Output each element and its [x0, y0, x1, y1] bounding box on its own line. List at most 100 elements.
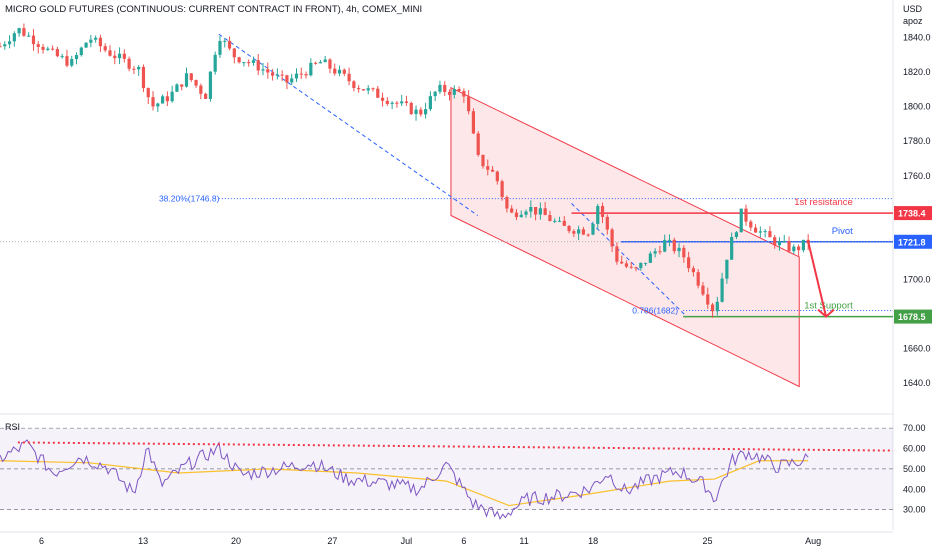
candle-body — [89, 39, 93, 43]
candle-body — [208, 71, 213, 99]
candle-body — [290, 78, 294, 83]
candle-body — [84, 42, 88, 48]
candle-body — [357, 87, 361, 90]
candle-body — [189, 73, 193, 80]
candle-body — [55, 49, 59, 57]
time-tick-label: 11 — [519, 536, 528, 546]
candle-body — [333, 68, 337, 74]
candle-body — [457, 89, 461, 92]
candle-body — [739, 208, 743, 233]
candle-body — [533, 206, 538, 215]
candle-body — [108, 50, 112, 56]
candle-body — [495, 171, 499, 182]
candle-body — [710, 304, 715, 312]
price-tick-label: 1640.0 — [903, 378, 931, 388]
candle-body — [648, 253, 652, 263]
candle-body — [223, 40, 227, 42]
candle-body — [132, 68, 136, 70]
candle-body — [314, 62, 318, 64]
candle-body — [572, 231, 576, 234]
candle-body — [371, 88, 375, 90]
candle-body — [782, 241, 786, 243]
candle-body — [763, 231, 767, 233]
candle-body — [687, 257, 691, 269]
candle-body — [643, 262, 648, 264]
candle-body — [524, 211, 528, 215]
candle-body — [165, 96, 169, 102]
resistance-price-tag — [894, 206, 932, 221]
candle-body — [797, 246, 801, 251]
candle-body — [199, 85, 203, 94]
rsi-tick-label: 40.00 — [903, 484, 926, 494]
candle-body — [605, 216, 609, 230]
resistance-price-tag-label: 1738.4 — [898, 209, 926, 219]
candle-body — [242, 62, 246, 64]
candle-body — [672, 239, 676, 252]
candle-body — [758, 231, 762, 233]
candle-body — [428, 96, 432, 110]
fib-level-label: 38.20%(1746.8) — [159, 194, 220, 204]
rsi-ma-line — [0, 460, 809, 507]
candle-body — [294, 73, 299, 79]
candle-body — [65, 56, 69, 66]
projection-arrow-head — [817, 308, 835, 318]
time-tick-label: Jul — [401, 536, 413, 546]
rsi-tick-label: 60.00 — [903, 444, 926, 454]
time-tick-label: 13 — [138, 536, 148, 546]
candle-body — [505, 197, 509, 209]
candle-body — [137, 66, 141, 70]
candle-body — [443, 84, 447, 93]
candle-body — [218, 41, 222, 55]
candle-body — [562, 220, 566, 226]
candle-body — [706, 294, 710, 305]
currency-label: USD — [903, 4, 923, 14]
candle-body — [768, 231, 772, 238]
price-tick-label: 1700.0 — [903, 274, 931, 284]
candle-body — [567, 225, 571, 232]
candle-body — [380, 97, 385, 101]
candle-body — [103, 46, 107, 51]
candle-body — [180, 84, 184, 87]
candle-body — [734, 232, 739, 238]
candle-body — [247, 62, 251, 64]
resistance-label: 1st resistance — [794, 197, 853, 208]
candle-body — [385, 100, 389, 104]
candle-body — [390, 102, 394, 104]
candle-body — [70, 59, 74, 66]
candle-body — [27, 35, 31, 37]
candle-body — [376, 88, 380, 98]
candle-body — [232, 48, 236, 58]
pivot-price-tag — [894, 234, 932, 249]
descending-channel — [450, 86, 800, 388]
candle-body — [548, 215, 552, 221]
candle-body — [577, 229, 581, 234]
rsi-tick-label: 30.00 — [903, 505, 926, 515]
candle-body — [596, 206, 600, 224]
candle-body — [395, 102, 399, 104]
candle-body — [328, 59, 332, 69]
candle-body — [720, 278, 724, 302]
candle-body — [275, 74, 279, 76]
candle-body — [490, 169, 495, 172]
candle-body — [127, 58, 131, 69]
candle-body — [471, 111, 476, 134]
candle-body — [658, 251, 662, 253]
candle-body — [538, 208, 542, 215]
candle-body — [682, 247, 686, 258]
time-tick-label: 6 — [461, 536, 466, 546]
candle-body — [514, 212, 519, 218]
candle-body — [467, 96, 471, 112]
candle-body — [519, 214, 523, 218]
candle-body — [170, 91, 174, 102]
candle-body — [160, 96, 165, 104]
candle-body — [51, 48, 55, 50]
candle-body — [591, 223, 595, 235]
candle-body — [304, 74, 308, 76]
candle-body — [36, 44, 40, 47]
candle-body — [285, 75, 289, 83]
time-tick-label: 18 — [588, 536, 598, 546]
candle-body — [400, 101, 404, 104]
candle-body — [323, 59, 327, 63]
candle-body — [725, 259, 729, 279]
